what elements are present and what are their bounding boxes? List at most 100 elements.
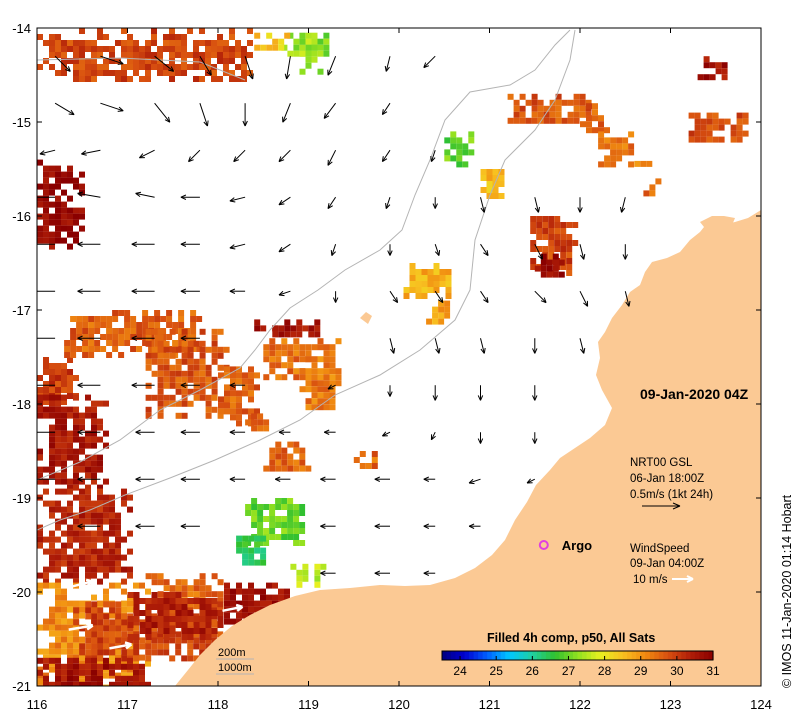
axis-ticks: 116 117 118 119 120 121 122 123 124 -14 -15 -16 -17 -…: [12, 21, 772, 712]
colorbar-segment: [631, 651, 637, 660]
current-arrow: [534, 290, 547, 304]
current-arrow: [423, 476, 436, 482]
colorbar: 24 25 26 27 28 29 30 31: [441, 650, 720, 678]
current-arrow: [77, 191, 101, 198]
colorbar-tick-label: 30: [670, 664, 684, 678]
sst-patch: [272, 319, 321, 338]
current-arrow: [477, 385, 484, 401]
current-arrow: [577, 197, 583, 213]
sst-patch: [580, 103, 610, 134]
colorbar-segment: [496, 651, 502, 660]
colorbar-tick-label: 24: [453, 664, 467, 678]
y-tick-label: -14: [12, 21, 31, 36]
wind-scale-arrow: [672, 575, 694, 583]
current-arrow: [54, 55, 71, 72]
colorbar-segment: [595, 651, 601, 660]
current-arrow: [624, 291, 631, 307]
colorbar-segment: [514, 651, 520, 660]
wind-scale: 10 m/s: [633, 574, 668, 586]
current-arrow: [387, 244, 393, 256]
wind-date: 09-Jan 04:00Z: [630, 558, 704, 570]
sst-patch: [534, 253, 565, 278]
current-arrow: [534, 243, 543, 260]
y-tick-label: -19: [12, 491, 31, 506]
colorbar-tick-label: 27: [562, 664, 576, 678]
current-arrow: [480, 197, 486, 213]
current-arrow: [278, 429, 291, 435]
current-arrow: [327, 56, 337, 76]
colorbar-segment: [518, 651, 524, 660]
colorbar-segment: [464, 651, 470, 660]
colorbar-segment: [455, 651, 461, 660]
current-arrow: [135, 476, 155, 482]
current-arrow: [526, 478, 536, 484]
current-arrow: [434, 244, 441, 256]
colorbar-segment: [703, 651, 710, 660]
current-arrow: [100, 102, 124, 112]
x-tick-label: 117: [117, 697, 138, 712]
x-tick-label: 119: [298, 697, 319, 712]
colorbar-segment: [627, 651, 633, 660]
current-arrow: [284, 56, 291, 80]
colorbar-segment: [545, 651, 551, 660]
current-arrow: [320, 476, 336, 482]
current-arrow: [139, 149, 155, 159]
current-arrow: [620, 197, 626, 213]
current-arrow: [532, 338, 538, 354]
y-tick-label: -20: [12, 585, 31, 600]
sst-patch: [245, 413, 270, 432]
current-arrow: [131, 382, 155, 388]
current-arrow: [188, 149, 201, 163]
colorbar-segment: [609, 651, 615, 660]
current-arrow: [37, 429, 56, 435]
x-tick-label: 120: [388, 697, 410, 712]
current-arrow: [430, 431, 436, 441]
sst-patch: [634, 160, 653, 167]
colorbar-segment: [640, 651, 646, 660]
colorbar-segment: [442, 651, 448, 660]
current-arrow: [374, 476, 390, 482]
current-arrow: [332, 291, 339, 303]
colorbar-segment: [491, 651, 497, 660]
colorbar-segment: [694, 651, 701, 660]
sst-patch: [263, 338, 312, 381]
current-arrow: [320, 570, 336, 576]
colorbar-segment: [563, 651, 570, 660]
colorbar-segment: [460, 651, 466, 660]
current-arrow: [135, 429, 155, 435]
current-arrow: [278, 149, 291, 163]
current-arrow: [382, 431, 391, 437]
currents-date: 06-Jan 18:00Z: [630, 473, 704, 485]
current-arrow: [37, 476, 56, 482]
current-arrow: [278, 243, 291, 253]
wind-title: WindSpeed: [630, 543, 689, 555]
depth-legend-200m: 200m: [218, 647, 246, 659]
sst-patch: [426, 300, 451, 325]
current-arrow: [468, 478, 481, 485]
sst-patch: [236, 535, 267, 566]
current-arrow: [327, 384, 336, 390]
sst-patch: [299, 32, 324, 75]
x-tick-label: 124: [750, 697, 772, 712]
current-arrow: [534, 197, 540, 213]
colorbar-segment: [469, 651, 475, 660]
x-tick-label: 123: [660, 697, 682, 712]
sst-patch: [37, 28, 253, 82]
colorbar-tick-label: 29: [634, 664, 648, 678]
current-arrow: [77, 335, 101, 341]
current-arrow: [131, 335, 155, 341]
current-arrow: [77, 523, 101, 529]
current-arrow: [37, 382, 56, 388]
current-arrow: [278, 196, 291, 206]
colorbar-segment: [509, 651, 515, 660]
argo-float-marker[interactable]: [538, 540, 549, 550]
x-tick-label: 118: [208, 697, 229, 712]
x-tick-label: 121: [479, 697, 501, 712]
colorbar-segment: [482, 651, 488, 660]
y-tick-label: -18: [12, 397, 31, 412]
current-arrow: [39, 149, 56, 156]
land-island: [700, 216, 735, 232]
current-arrow: [131, 241, 155, 247]
colorbar-segment: [636, 651, 642, 660]
current-arrow: [81, 149, 101, 156]
